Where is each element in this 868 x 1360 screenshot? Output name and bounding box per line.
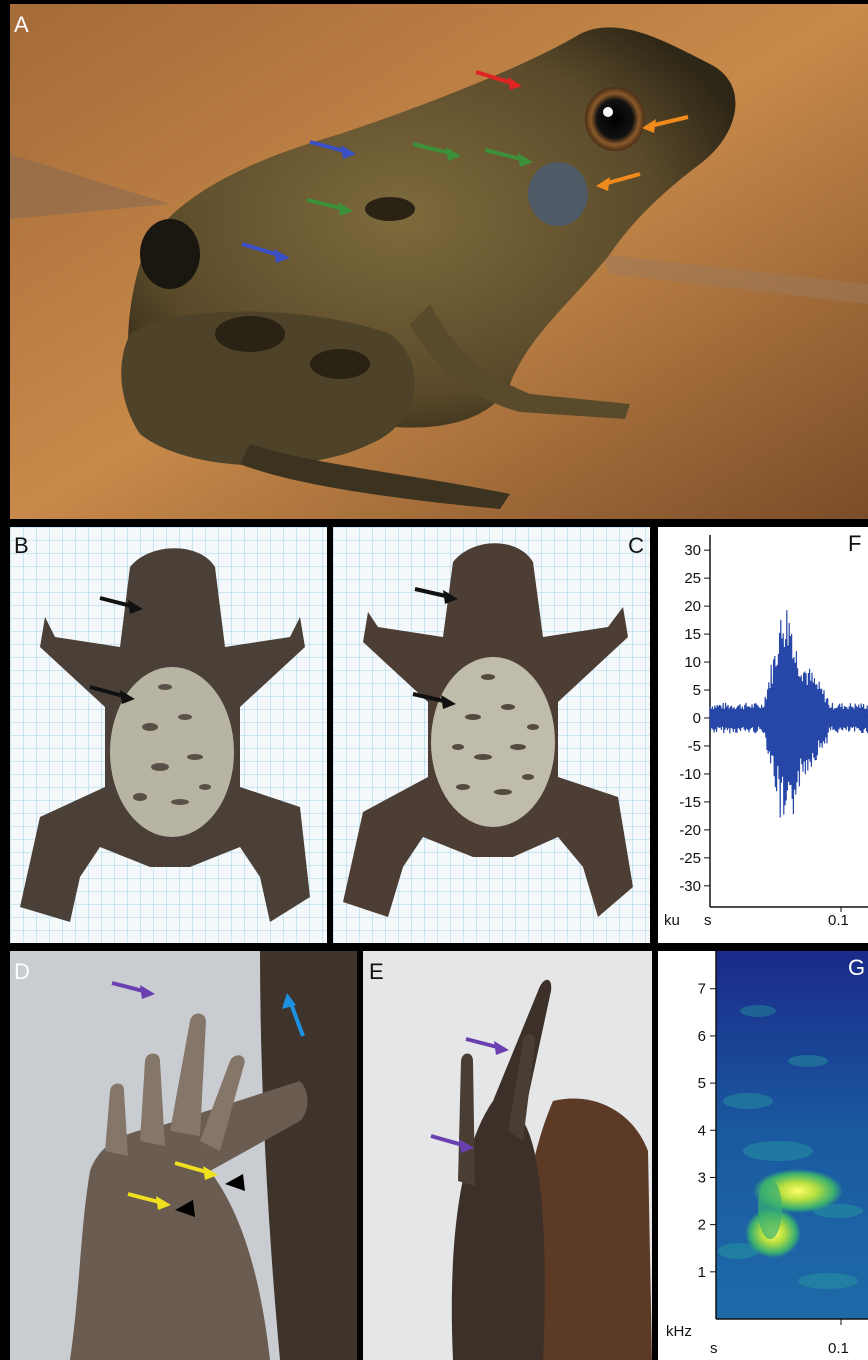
green-arrow-icon [412,142,461,161]
frog-ventral-illustration [333,527,650,943]
y-tick-label: 5 [698,1075,706,1092]
purple-arrow-icon [430,1134,474,1153]
y-tick-label: 1 [698,1264,706,1281]
x-tick-label: 0.1 [828,912,849,929]
blue-arrow-icon [309,140,356,159]
x-axis-label: s [710,1340,718,1357]
spectrogram-chart: 7 6 5 4 3 2 1 kHz s 0.1 [666,951,868,1357]
x-tick-label: 0.1 [828,1340,849,1357]
x-axis-label: s [704,912,712,929]
spectrogram-band [758,1179,782,1239]
panel-label: C [628,533,644,558]
y-tick-label: 2 [698,1217,706,1234]
y-tick-label: 4 [698,1122,706,1139]
y-tick-label: 6 [698,1028,706,1045]
y-axis-label: kHz [666,1323,692,1340]
cyan-arrow-icon [282,993,305,1037]
y-tick-label: -5 [688,738,701,755]
panel-label: F [848,531,862,556]
y-tick-label: 0 [693,710,701,727]
panel-a-photo: A [10,4,868,519]
y-tick-label: 30 [684,542,701,559]
yellow-arrow-icon [127,1192,171,1210]
black-arrow-icon [414,587,458,604]
panel-label: G [848,955,866,980]
orange-arrow-icon [642,115,689,133]
panel-b-photo: B [10,527,327,943]
black-arrow-icon [412,692,456,709]
frog-hand-illustration [10,951,357,1360]
y-tick-label: 15 [684,626,701,643]
y-tick-label: -15 [679,794,701,811]
panel-g-spectrogram: 7 6 5 4 3 2 1 kHz s 0.1 G [658,951,868,1360]
y-tick-label: 20 [684,598,701,615]
waveform-chart: 30 25 20 15 10 5 0 -5 -10 -15 -20 -25 -30 ku s 0.1 [664,535,868,929]
panel-f-waveform: 30 25 20 15 10 5 0 -5 -10 -15 -20 -25 -30 ku s 0.1 F [658,527,868,943]
blue-arrow-icon [241,242,290,263]
y-tick-label: 10 [684,654,701,671]
green-arrow-icon [306,198,353,216]
y-tick-label: 7 [698,981,706,998]
red-arrow-icon [475,70,522,90]
y-tick-label: -20 [679,822,701,839]
y-tick-label: 3 [698,1169,706,1186]
y-tick-label: -25 [679,850,701,867]
frog-ventral-illustration [10,527,327,943]
panel-d-photo: D [10,951,357,1360]
panel-e-photo: E [363,951,652,1360]
black-arrow-icon [89,685,135,704]
spectrogram-background [716,951,868,1319]
purple-arrow-icon [111,981,155,999]
panel-c-photo: C [333,527,650,943]
waveform-series [709,610,868,818]
frog-foot-illustration [363,951,652,1360]
black-arrowhead-icon [225,1174,245,1191]
y-tick-label: -10 [679,766,701,783]
y-tick-label: -30 [679,878,701,895]
panel-label: A [14,12,29,37]
orange-arrow-icon [596,172,641,191]
frog-lateral-illustration [10,4,868,519]
yellow-arrow-icon [174,1161,218,1180]
y-axis-label: ku [664,912,680,929]
black-arrowhead-icon [175,1200,195,1217]
panel-label: E [369,959,384,984]
y-tick-label: 5 [693,682,701,699]
panel-label: B [14,533,29,558]
purple-arrow-icon [465,1037,509,1055]
y-tick-label: 25 [684,570,701,587]
green-arrow-icon [484,148,533,167]
panel-label: D [14,959,30,984]
black-arrow-icon [99,596,143,614]
